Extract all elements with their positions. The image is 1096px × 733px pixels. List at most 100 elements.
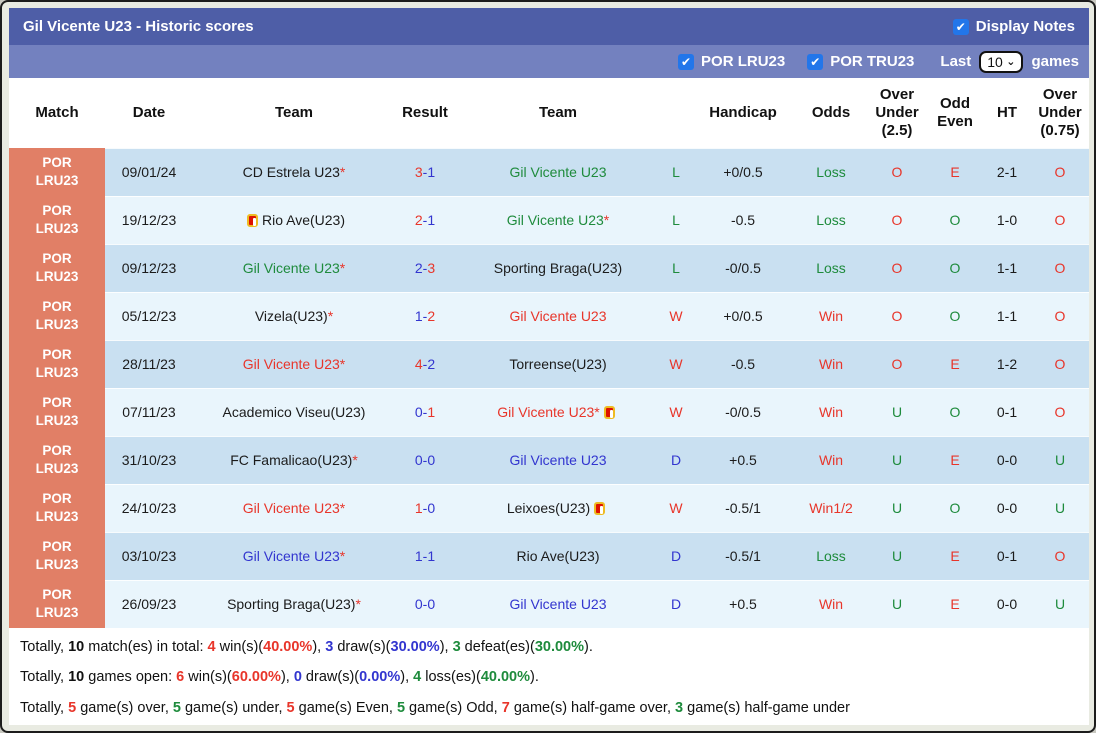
result-cell: 1-2 [395, 291, 455, 340]
score-dash: - [422, 548, 428, 564]
wdl-cell: W [661, 483, 691, 532]
over-under-25-value: U [891, 452, 903, 468]
wdl-letter: L [672, 260, 680, 276]
summary-segment: 10 [68, 669, 85, 686]
over-under-075-value: U [1054, 452, 1066, 468]
score-dash: - [422, 164, 428, 180]
last-label: Last [940, 53, 972, 70]
summary-segment: 30.00% [534, 639, 584, 655]
summary-segment: 10 [68, 639, 85, 655]
over-under-25-value: U [891, 596, 903, 613]
team-name: Sporting Braga(U23) [227, 596, 356, 613]
table-row: POR LRU23 09/01/24 CD Estrela U23* 3-1 Gil V… [9, 147, 1089, 196]
summary-segment: draw(s)( [301, 669, 360, 686]
over-under-25-cell: U [867, 579, 927, 628]
column-header-over-under-2-5: Over Under (2.5) [867, 78, 927, 148]
handicap-cell: -0.5 [691, 339, 795, 388]
display-notes-checkbox[interactable] [952, 18, 969, 35]
handicap-cell: +0/0.5 [691, 147, 795, 196]
table-row: POR LRU23 24/10/23 Gil Vicente U23* 1-0 Leix… [9, 483, 1089, 532]
ht-cell: 1-0 [983, 195, 1031, 244]
summary-segment: 3 [675, 699, 684, 716]
odds-cell: Win1/2 [795, 483, 867, 532]
wdl-letter: W [669, 356, 683, 372]
odd-even-cell: O [927, 483, 983, 532]
away-team-cell: Sporting Braga(U23) [455, 243, 661, 292]
wdl-letter: L [672, 212, 680, 228]
summary-segment: 60.00% [231, 669, 281, 686]
wdl-cell: W [661, 291, 691, 340]
table-row: POR LRU23 03/10/23 Gil Vicente U23* 1-1 Rio … [9, 531, 1089, 580]
filter-bar: POR LRU23 POR TRU23 Last 10 ⌄ games [9, 45, 1089, 78]
odd-even-value: E [950, 356, 960, 372]
odd-even-value: O [949, 260, 961, 276]
column-header-odd-even: Odd Even [927, 78, 983, 148]
star-marker: * [339, 356, 346, 372]
summary-segment: games open: [84, 669, 177, 686]
handicap-cell: -0.5/1 [691, 531, 795, 580]
odds-cell: Loss [795, 531, 867, 580]
filter-por-lru23: POR LRU23 [678, 53, 785, 70]
away-score: 1 [427, 164, 436, 180]
summary-segment: 40.00% [263, 639, 313, 655]
match-cell: POR LRU23 [9, 292, 105, 340]
over-under-25-cell: U [867, 531, 927, 580]
last-games-select[interactable]: 10 [987, 53, 1007, 70]
score-dash: - [422, 356, 428, 372]
ht-cell: 0-0 [983, 483, 1031, 532]
over-under-075-value: U [1054, 500, 1066, 516]
column-header-handicap: Handicap [691, 78, 795, 148]
home-score: 4 [414, 356, 423, 372]
over-under-25-cell: U [867, 435, 927, 484]
column-header-wdl [661, 78, 691, 148]
away-score: 0 [427, 596, 436, 613]
table-header-row: Match Date Team Result Team Handicap Odds Over … [9, 78, 1089, 148]
table-row: POR LRU23 09/12/23 Gil Vicente U23* 2-3 Spor… [9, 243, 1089, 292]
summary-segment: 5 [68, 699, 77, 716]
away-team-cell: Gil Vicente U23 [455, 147, 661, 196]
date-cell: 05/12/23 [105, 291, 193, 340]
odds-result: Loss [816, 212, 846, 228]
away-team-cell: Gil Vicente U23 [455, 579, 661, 628]
odd-even-value: E [950, 452, 960, 468]
summary-segment: 5 [286, 699, 295, 716]
page-title: Gil Vicente U23 - Historic scores [23, 18, 254, 35]
match-cell: POR LRU23 [9, 388, 105, 436]
team-name: Gil Vicente U23 [509, 308, 607, 324]
team-name: Gil Vicente U23 [509, 164, 607, 180]
last-games-select-wrap: 10 ⌄ [979, 50, 1024, 73]
over-under-075-value: O [1054, 548, 1066, 564]
over-under-075-cell: O [1031, 531, 1089, 580]
summary-segment: ), [400, 669, 414, 686]
over-under-075-value: O [1054, 164, 1066, 180]
date-cell: 07/11/23 [105, 387, 193, 436]
summary-segment: draw(s)( [333, 639, 391, 655]
filter-por-lru23-label: POR LRU23 [701, 53, 786, 70]
over-under-075-value: U [1054, 596, 1066, 613]
over-under-075-cell: O [1031, 195, 1089, 244]
column-header-ht: HT [983, 78, 1031, 148]
match-cell: POR LRU23 [9, 580, 105, 628]
filter-por-tru23-checkbox[interactable] [807, 53, 824, 70]
odds-cell: Win [795, 339, 867, 388]
away-team-cell: Gil Vicente U23* [455, 387, 661, 436]
star-marker: * [594, 404, 600, 420]
ht-cell: 2-1 [983, 147, 1031, 196]
table-body: POR LRU23 09/01/24 CD Estrela U23* 3-1 Gil V… [9, 147, 1089, 628]
odd-even-cell: E [927, 147, 983, 196]
summary-segment: 0 [293, 669, 302, 686]
summary-segment: 4 [413, 669, 422, 686]
odds-result: Win [818, 596, 844, 613]
odds-result: Loss [816, 260, 846, 276]
summary-segment: game(s) Odd, [405, 699, 502, 716]
away-score: 3 [427, 260, 436, 276]
summary-segment: ), [312, 639, 326, 655]
summary-line: Totally, 5 game(s) over, 5 game(s) under… [20, 698, 1078, 718]
summary-segment: 6 [176, 669, 185, 686]
result-cell: 2-3 [395, 243, 455, 292]
over-under-25-cell: O [867, 195, 927, 244]
filter-por-lru23-checkbox[interactable] [678, 53, 695, 70]
result-cell: 0-1 [395, 387, 455, 436]
filter-por-tru23: POR TRU23 [807, 53, 914, 70]
